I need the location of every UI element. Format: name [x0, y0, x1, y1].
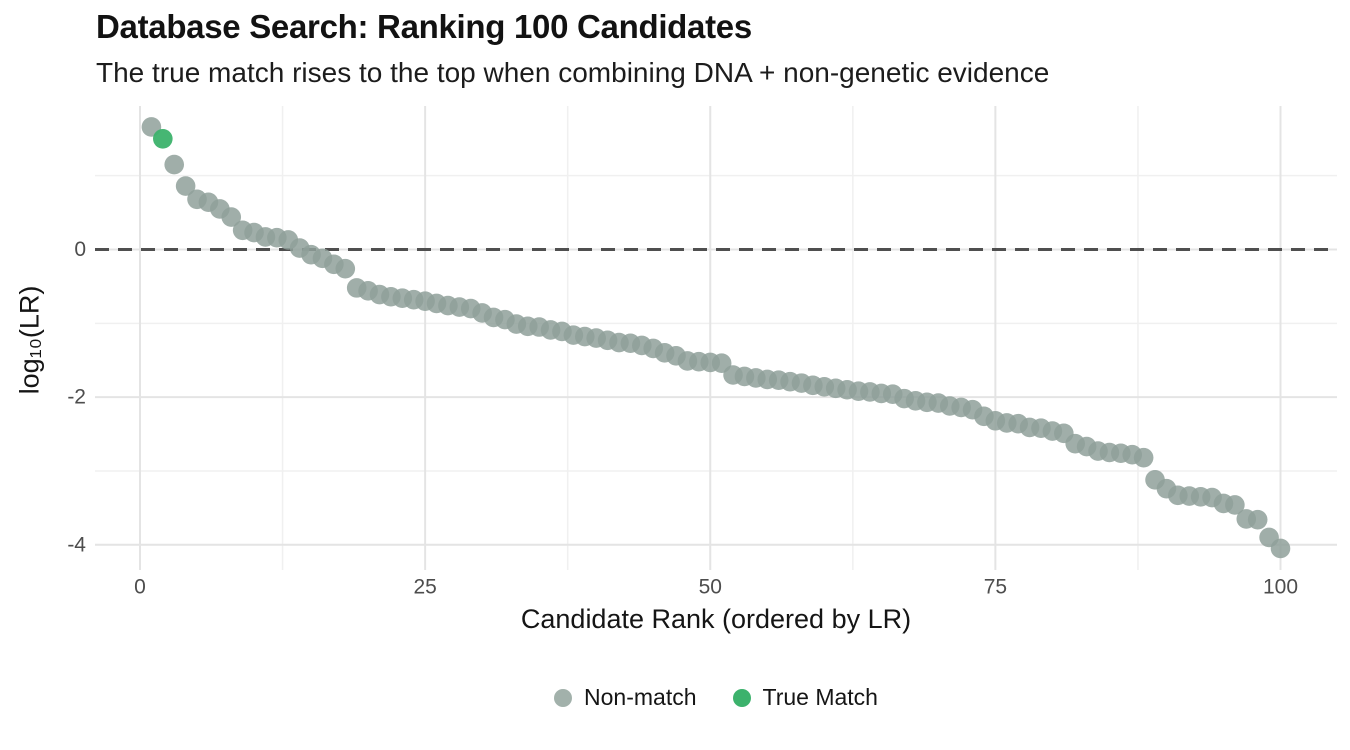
- y-axis-title: log₁₀(LR): [14, 285, 45, 395]
- legend-item-non-match: Non-match: [554, 684, 697, 711]
- true-match-dot-icon: [732, 688, 751, 707]
- y-tick-label: -2: [67, 386, 86, 409]
- data-point-non-match: [1270, 538, 1291, 559]
- legend: Non-match True Match: [95, 684, 1337, 711]
- legend-label-non-match: Non-match: [584, 684, 697, 710]
- data-point-non-match: [164, 154, 185, 175]
- data-point-non-match: [335, 258, 356, 279]
- data-point-non-match: [221, 207, 242, 227]
- data-point-non-match: [175, 176, 196, 196]
- data-point-non-match: [1247, 509, 1268, 530]
- chart-title: Database Search: Ranking 100 Candidates: [96, 8, 752, 45]
- non-match-dot-icon: [554, 688, 573, 707]
- y-tick-label: -4: [67, 533, 86, 556]
- y-tick-label: 0: [74, 238, 86, 261]
- x-tick-label: 0: [134, 576, 146, 599]
- x-tick-label: 100: [1263, 576, 1298, 599]
- data-point-true-match: [153, 128, 173, 149]
- chart-subtitle: The true match rises to the top when com…: [96, 57, 1050, 88]
- legend-label-true-match: True Match: [762, 684, 878, 710]
- legend-item-true-match: True Match: [732, 684, 878, 711]
- data-point-non-match: [1133, 447, 1154, 468]
- x-axis-title: Candidate Rank (ordered by LR): [520, 604, 912, 634]
- x-tick-label: 25: [413, 576, 436, 599]
- x-tick-label: 50: [699, 576, 722, 599]
- data-point-non-match: [1225, 495, 1245, 515]
- x-tick-label: 75: [984, 576, 1007, 599]
